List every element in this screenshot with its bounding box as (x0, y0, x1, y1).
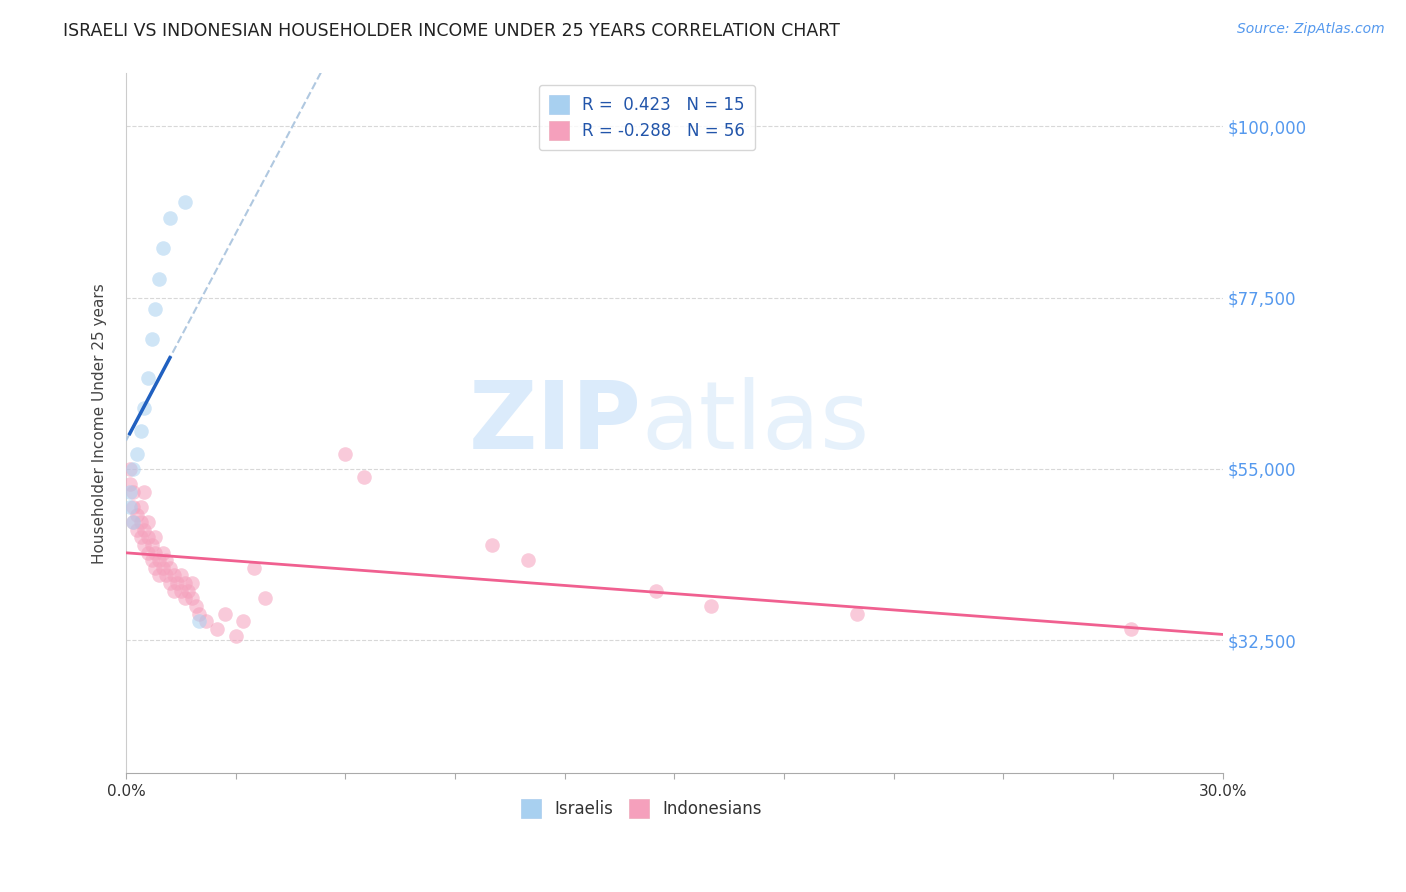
Point (188, 614, 211, 628)
Point (481, 538, 503, 552)
Point (177, 583, 200, 598)
Point (700, 599, 723, 613)
Point (118, 500, 141, 514)
Point (136, 515, 159, 529)
Point (195, 614, 218, 628)
Point (232, 614, 254, 628)
Point (159, 211, 181, 225)
Point (173, 591, 195, 606)
Point (118, 462, 141, 476)
Point (134, 538, 156, 552)
Point (141, 553, 163, 567)
Text: Source: ZipAtlas.com: Source: ZipAtlas.com (1237, 22, 1385, 37)
Point (125, 447, 148, 461)
Point (180, 576, 202, 591)
Point (162, 583, 184, 598)
Point (335, 447, 357, 461)
Point (129, 500, 152, 514)
Point (170, 568, 193, 582)
Point (122, 515, 145, 529)
Point (143, 561, 166, 575)
Point (173, 195, 195, 210)
Point (129, 515, 152, 529)
Point (1121, 622, 1143, 636)
Point (122, 500, 145, 514)
Text: atlas: atlas (641, 377, 870, 469)
Point (353, 469, 375, 483)
Point (134, 484, 156, 499)
Point (253, 591, 276, 606)
Point (159, 576, 181, 591)
Point (207, 622, 229, 636)
Point (125, 508, 148, 522)
Point (184, 599, 207, 613)
Point (170, 583, 193, 598)
Point (148, 271, 170, 285)
Point (125, 523, 148, 537)
Point (155, 568, 177, 582)
Point (141, 538, 163, 552)
Point (129, 530, 152, 544)
Point (152, 241, 174, 255)
Point (214, 607, 236, 621)
Point (152, 561, 174, 575)
Point (143, 530, 166, 544)
Point (188, 607, 211, 621)
Point (159, 561, 181, 575)
Point (645, 583, 668, 598)
Point (143, 546, 166, 560)
Text: ISRAELI VS INDONESIAN HOUSEHOLDER INCOME UNDER 25 YEARS CORRELATION CHART: ISRAELI VS INDONESIAN HOUSEHOLDER INCOME… (63, 22, 841, 40)
Point (122, 484, 145, 499)
Point (136, 530, 159, 544)
Y-axis label: Householder Income Under 25 years: Householder Income Under 25 years (93, 283, 107, 564)
Point (243, 561, 266, 575)
Point (173, 576, 195, 591)
Point (134, 523, 156, 537)
Point (134, 401, 156, 415)
Point (517, 553, 540, 567)
Point (122, 515, 145, 529)
Point (155, 553, 177, 567)
Point (129, 424, 152, 438)
Point (148, 568, 170, 582)
Point (225, 629, 247, 643)
Point (166, 576, 188, 591)
Point (162, 568, 184, 582)
Point (141, 333, 163, 347)
Point (143, 301, 166, 316)
Point (148, 553, 170, 567)
Point (122, 462, 145, 476)
Legend: Israelis, Indonesians: Israelis, Indonesians (515, 792, 769, 824)
Point (846, 607, 869, 621)
Point (136, 370, 159, 384)
Point (180, 591, 202, 606)
Text: ZIP: ZIP (468, 377, 641, 469)
Point (152, 546, 174, 560)
Point (118, 477, 141, 491)
Point (136, 546, 159, 560)
Point (118, 484, 141, 499)
